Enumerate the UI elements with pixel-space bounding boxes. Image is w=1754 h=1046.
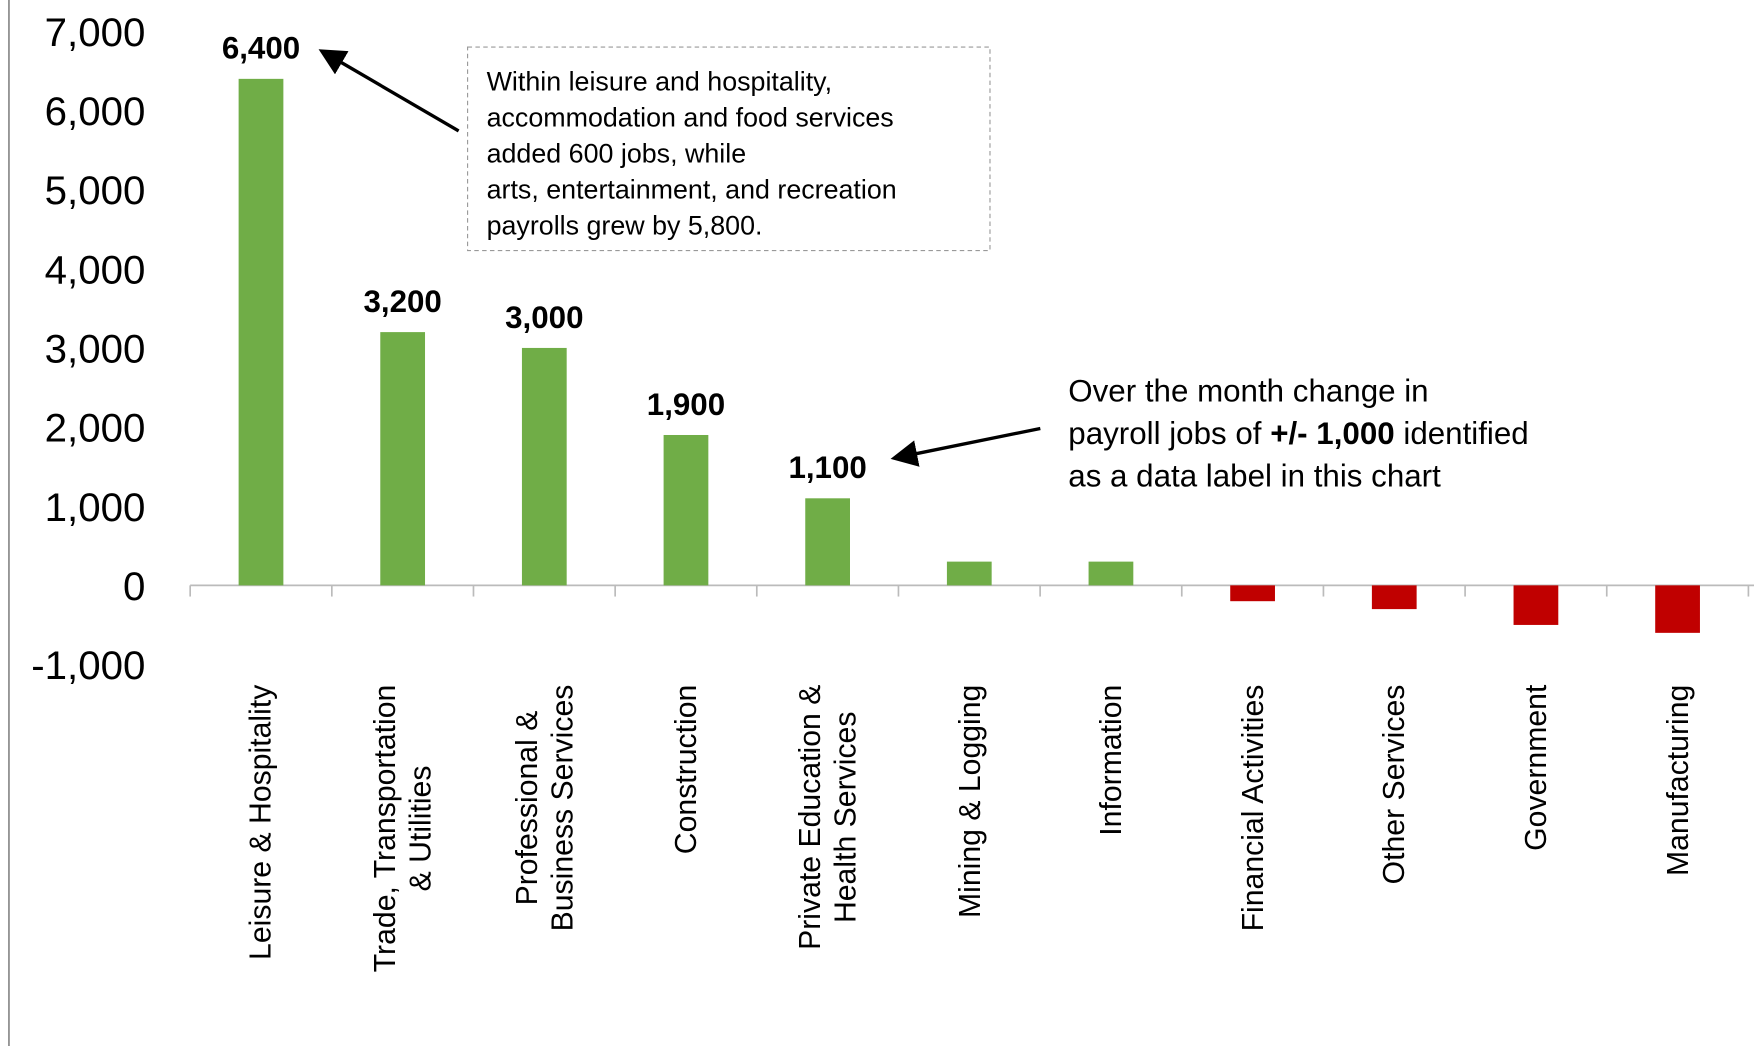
- x-tick-label-box: Private Education & Health Services: [792, 684, 863, 950]
- annotation-text: added 600 jobs, while: [487, 139, 747, 169]
- data-label: 6,400: [222, 31, 300, 66]
- data-label: 1,100: [788, 450, 866, 485]
- bar: [805, 498, 851, 586]
- annotation-text: arts, entertainment, and recreation: [487, 175, 897, 205]
- x-tick-label-box: Construction: [669, 684, 703, 855]
- x-tick-label-box: Leisure & Hospitality: [244, 684, 278, 960]
- x-tick-label-box: Financial Activities: [1235, 684, 1270, 932]
- data-label: 3,200: [363, 284, 441, 319]
- annotation-part: identified: [1395, 416, 1529, 451]
- x-tick-label: Other Services: [1377, 684, 1412, 885]
- annotation-part: +/- 1,000: [1270, 416, 1394, 451]
- annotation-text: as a data label in this chart: [1068, 459, 1441, 494]
- x-tick-label-box: Information: [1094, 684, 1128, 836]
- bar: [521, 347, 567, 586]
- annotation-box: [467, 46, 991, 252]
- x-tick-label-box: Trade, Transportation & Utilities: [367, 684, 438, 973]
- x-tick-label-box: Government: [1519, 684, 1553, 851]
- bar: [238, 78, 284, 586]
- x-tick-label: Manufacturing: [1660, 684, 1695, 877]
- x-tick-label-box: Manufacturing: [1660, 684, 1695, 877]
- annotation-part: payroll jobs of: [1068, 416, 1270, 451]
- bar: [663, 434, 709, 586]
- bar: [946, 561, 992, 586]
- y-tick-label: -1,000: [31, 643, 145, 688]
- y-tick-label: 4,000: [45, 247, 146, 292]
- bar: [1088, 561, 1134, 586]
- x-tick-label-box: Professional & Business Services: [509, 684, 579, 932]
- y-tick-label: 2,000: [45, 406, 146, 451]
- x-tick-label-box: Mining & Logging: [952, 684, 987, 919]
- bar: [1230, 585, 1275, 602]
- annotation-text: payrolls grew by 5,800.: [487, 211, 763, 241]
- annotation-arrow: [890, 426, 1041, 467]
- y-tick-label: 0: [123, 564, 145, 609]
- x-tick-label: Information: [1094, 684, 1128, 836]
- annotation-text: Within leisure and hospitality,: [487, 67, 832, 97]
- x-tick-label: Professional & Business Services: [509, 684, 579, 932]
- y-tick-label: 6,000: [45, 89, 146, 134]
- data-label: 1,900: [647, 387, 725, 422]
- bar: [380, 332, 426, 586]
- x-tick-label: Construction: [669, 684, 703, 855]
- annotation-arrow: [318, 49, 460, 133]
- y-tick-label: 3,000: [45, 326, 146, 371]
- x-tick-label: Private Education & Health Services: [792, 684, 863, 950]
- bar: [1371, 585, 1417, 610]
- annotation-text: accommodation and food services: [487, 103, 894, 133]
- x-tick-label: Trade, Transportation & Utilities: [367, 684, 438, 973]
- data-label: 3,000: [505, 300, 583, 335]
- x-tick-label: Government: [1519, 684, 1553, 851]
- x-tick-label-box: Other Services: [1377, 684, 1412, 885]
- y-tick-label: 5,000: [45, 168, 146, 213]
- x-tick-label: Mining & Logging: [952, 684, 987, 919]
- annotation-text: payroll jobs of +/- 1,000 identified: [1068, 416, 1528, 451]
- annotation-text: Over the month change in: [1068, 374, 1428, 409]
- y-tick-label: 1,000: [45, 485, 146, 530]
- bar: [1655, 585, 1700, 633]
- x-tick-label: Leisure & Hospitality: [244, 684, 278, 960]
- x-tick-label: Financial Activities: [1235, 684, 1270, 932]
- y-tick-label: 7,000: [45, 10, 146, 55]
- bar: [1513, 585, 1559, 625]
